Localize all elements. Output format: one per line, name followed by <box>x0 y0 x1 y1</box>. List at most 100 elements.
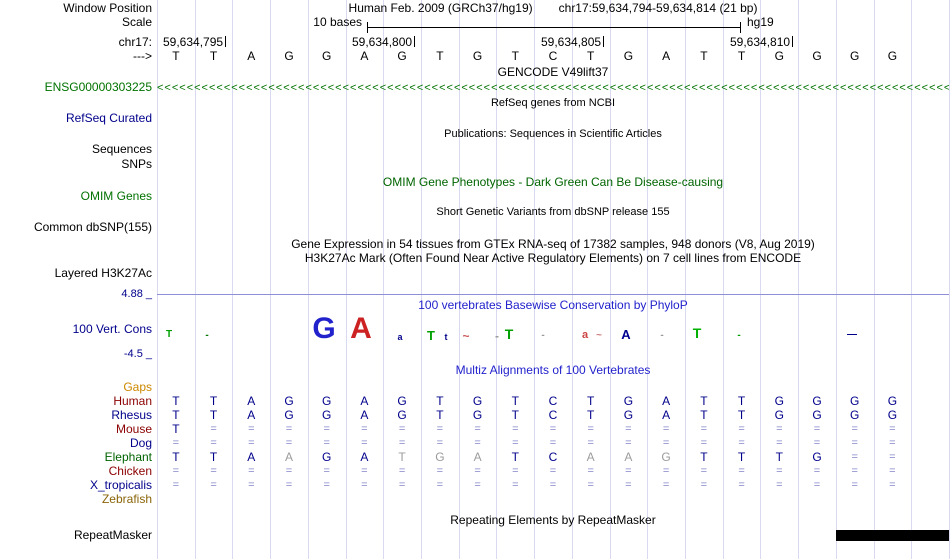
alignment-base: A <box>360 394 369 408</box>
alignment-base: T <box>700 450 708 464</box>
h3k27ac-track-title[interactable]: H3K27Ac Mark (Often Found Near Active Re… <box>304 251 802 265</box>
alignment-base: = <box>700 423 708 435</box>
alignment-base: = <box>323 423 330 435</box>
alignment-base: G <box>661 450 671 464</box>
alignment-base: = <box>776 479 783 491</box>
dbsnp-track-title[interactable]: Short Genetic Variants from dbSNP releas… <box>436 206 670 218</box>
alignment-base: A <box>360 408 369 422</box>
sequence-base: G <box>397 49 407 63</box>
alignment-base: G <box>472 394 483 408</box>
alignment-base: T <box>436 408 444 422</box>
sequence-base: T <box>209 49 218 63</box>
alignment-base: = <box>323 437 330 449</box>
alignment-base: G <box>887 408 898 422</box>
multiz-gaps-label[interactable]: Gaps <box>123 380 152 394</box>
scale-bar <box>367 27 741 28</box>
coordinate-tick <box>225 36 227 47</box>
alignment-base: = <box>549 479 557 491</box>
alignment-base: = <box>813 479 821 491</box>
alignment-base: = <box>398 479 406 491</box>
phylop-logo-glyph: T <box>427 328 435 343</box>
base-gridline <box>458 0 460 559</box>
phylop-logo-glyph: ~ <box>462 329 470 343</box>
conservation-track-title[interactable]: 100 vertebrates Basewise Conservation by… <box>418 298 688 312</box>
alignment-base: G <box>774 408 784 422</box>
repeatmasker-track-label[interactable]: RepeatMasker <box>73 528 152 542</box>
multiz-track-title[interactable]: Multiz Alignments of 100 Vertebrates <box>455 363 651 377</box>
coordinate-label: 59,634,795 <box>163 36 227 49</box>
alignment-base: = <box>474 423 481 435</box>
phylop-logo-glyph: — <box>847 329 857 340</box>
refseq-track-label[interactable]: RefSeq Curated <box>65 111 152 125</box>
alignment-base: = <box>889 437 896 449</box>
h3k27ac-track-label[interactable]: Layered H3K27Ac <box>54 266 152 280</box>
snps-track-label[interactable]: SNPs <box>121 157 152 171</box>
species-label-x_tropicalis[interactable]: X_tropicalis <box>89 478 152 492</box>
alignment-base: T <box>172 450 180 464</box>
refseq-track-title[interactable]: RefSeq genes from NCBI <box>490 97 616 109</box>
alignment-base: = <box>889 451 896 463</box>
base-gridline <box>194 0 196 559</box>
omim-track-title[interactable]: OMIM Gene Phenotypes - Dark Green Can Be… <box>382 175 724 189</box>
omim-track-label[interactable]: OMIM Genes <box>80 189 152 203</box>
alignment-base: A <box>247 450 256 464</box>
conservation-track-label[interactable]: 100 Vert. Cons <box>72 322 152 336</box>
assembly-short: hg19 <box>747 15 774 29</box>
alignment-base: = <box>248 423 255 435</box>
base-gridline <box>157 0 158 559</box>
species-label-elephant[interactable]: Elephant <box>104 450 152 464</box>
conservation-score-min: -4.5 _ <box>123 348 152 360</box>
publications-sequences-label[interactable]: Sequences <box>91 142 152 156</box>
species-label-chicken[interactable]: Chicken <box>108 464 152 478</box>
gencode-track-title[interactable]: GENCODE V49lift37 <box>497 65 609 79</box>
species-label-rhesus[interactable]: Rhesus <box>111 408 152 422</box>
alignment-base: = <box>210 465 217 477</box>
species-label-human[interactable]: Human <box>113 394 152 408</box>
base-gridline <box>798 0 800 559</box>
alignment-base: = <box>813 465 821 477</box>
species-label-mouse[interactable]: Mouse <box>115 422 152 436</box>
sequence-base: G <box>472 49 483 63</box>
alignment-base: T <box>436 394 444 408</box>
alignment-base: G <box>812 394 822 408</box>
gencode-gene-label[interactable]: ENSG00000303225 <box>44 80 152 94</box>
alignment-base: = <box>625 437 632 449</box>
coordinate-text: 59,634,810 <box>730 35 791 49</box>
phylop-logo-glyph: - <box>205 330 209 341</box>
sequence-base: T <box>436 49 444 63</box>
dbsnp-track-label[interactable]: Common dbSNP(155) <box>33 220 152 234</box>
coordinate-text: 59,634,805 <box>541 35 602 49</box>
alignment-base: = <box>285 423 293 435</box>
alignment-base: = <box>625 423 632 435</box>
alignment-base: C <box>548 450 558 464</box>
alignment-base: T <box>511 394 519 408</box>
repeatmasker-track-title[interactable]: Repeating Elements by RepeatMasker <box>450 513 656 527</box>
alignment-base: = <box>323 479 330 491</box>
alignment-base: = <box>738 437 745 449</box>
species-label-zebrafish[interactable]: Zebrafish <box>101 492 152 506</box>
phylop-logo-glyph: ~ <box>596 330 602 341</box>
phylop-logo-glyph: a <box>581 329 589 341</box>
gtex-track-title[interactable]: Gene Expression in 54 tissues from GTEx … <box>291 237 815 251</box>
alignment-base: G <box>284 408 294 422</box>
alignment-base: = <box>398 465 406 477</box>
alignment-base: = <box>323 465 330 477</box>
alignment-base: T <box>209 408 218 422</box>
alignment-base: C <box>548 408 558 422</box>
phylop-logo-glyph: t <box>444 332 448 342</box>
species-label-dog[interactable]: Dog <box>129 436 152 450</box>
phylop-logo-glyph: A <box>621 327 631 342</box>
base-gridline <box>383 0 385 559</box>
alignment-base: = <box>889 479 896 491</box>
base-gridline <box>307 0 309 559</box>
publications-track-title[interactable]: Publications: Sequences in Scientific Ar… <box>444 128 662 140</box>
base-gridline <box>760 0 762 559</box>
base-gridline <box>685 0 686 559</box>
repeatmasker-feature-bar[interactable] <box>836 530 949 541</box>
sequence-base: A <box>662 49 671 63</box>
sequence-base: G <box>284 49 294 63</box>
alignment-base: T <box>511 408 519 422</box>
gene-structure-arrows[interactable]: <<<<<<<<<<<<<<<<<<<<<<<<<<<<<<<<<<<<<<<<… <box>157 83 949 94</box>
alignment-base: T <box>737 408 746 422</box>
alignment-base: = <box>474 437 481 449</box>
